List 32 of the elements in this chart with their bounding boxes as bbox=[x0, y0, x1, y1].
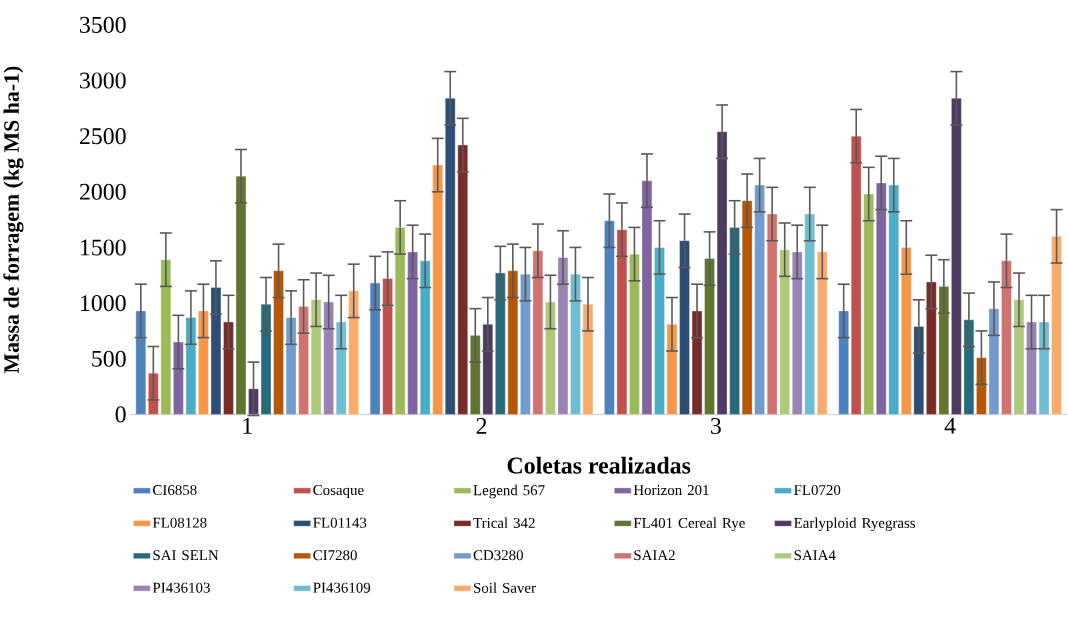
legend-label: Earlyploid Ryegrass bbox=[794, 517, 916, 532]
legend-label: SAIA4 bbox=[794, 550, 836, 561]
y-axis-title: Massa de forragem (kg MS ha-1) bbox=[3, 66, 24, 374]
legend-label: CI6858 bbox=[153, 485, 197, 496]
y-tick-label: 1000 bbox=[81, 295, 126, 312]
legend-label: CI7280 bbox=[313, 550, 357, 561]
legend-label: FL401 Cereal Rye bbox=[633, 517, 745, 532]
y-tick-label: 0 bbox=[115, 406, 126, 423]
y-tick-label: 3500 bbox=[80, 16, 126, 33]
legend-label: SAI SELN bbox=[153, 550, 219, 561]
x-tick-label: 1 bbox=[243, 417, 252, 434]
x-axis-title: Coletas realizadas bbox=[507, 456, 691, 474]
y-tick-label: 2500 bbox=[79, 128, 126, 145]
legend-label: FL01143 bbox=[313, 517, 367, 528]
legend-label: FL0720 bbox=[794, 485, 841, 496]
legend-label: PI436103 bbox=[152, 582, 210, 593]
y-tick-label: 500 bbox=[92, 350, 126, 367]
y-tick-label: 1500 bbox=[81, 239, 126, 256]
y-tick-label: 2000 bbox=[79, 183, 126, 200]
x-tick-label: 2 bbox=[476, 417, 487, 434]
legend-label: Horizon 201 bbox=[633, 485, 709, 496]
legend-label: CD3280 bbox=[473, 550, 523, 561]
legend-label: PI436109 bbox=[313, 582, 371, 593]
legend-label: Legend 567 bbox=[473, 484, 545, 499]
x-tick-label: 4 bbox=[944, 417, 956, 434]
legend-label: Trical 342 bbox=[473, 517, 535, 528]
legend-label: FL08128 bbox=[152, 517, 207, 528]
legend-label: SAIA2 bbox=[634, 550, 675, 561]
legend-label: Soil Saver bbox=[474, 582, 536, 593]
y-tick-label: 3000 bbox=[80, 72, 126, 89]
legend-label: Cosaque bbox=[313, 485, 364, 499]
x-tick-label: 3 bbox=[711, 417, 721, 434]
